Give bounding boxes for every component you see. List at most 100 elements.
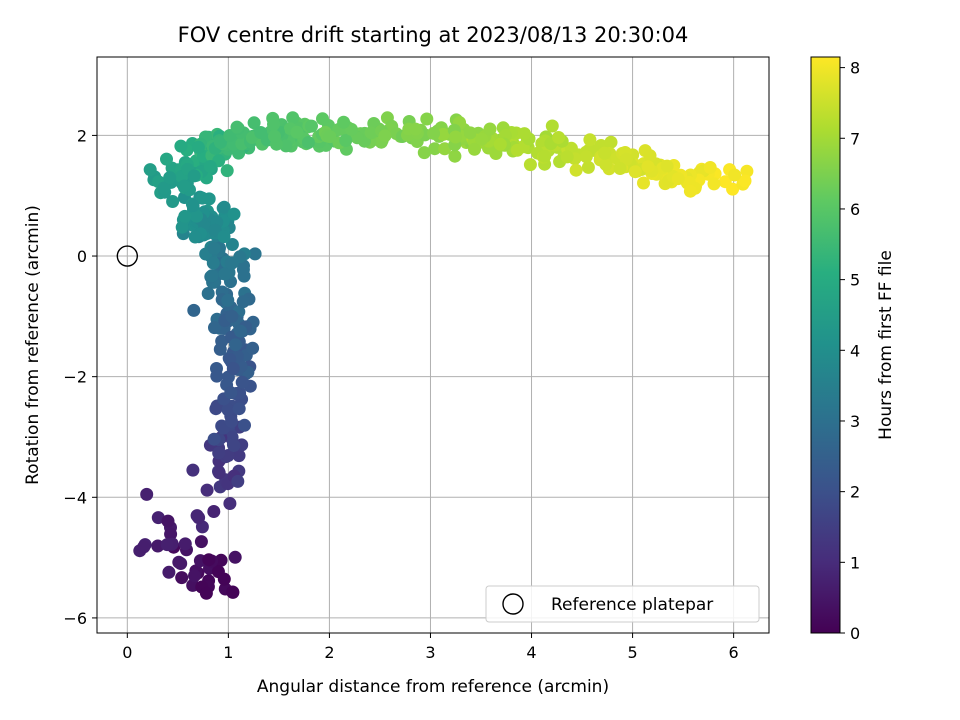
scatter-point — [157, 181, 171, 195]
scatter-point — [166, 195, 180, 208]
scatter-point — [177, 179, 191, 193]
scatter-point — [247, 116, 261, 130]
scatter-point — [163, 171, 177, 185]
scatter-point — [337, 115, 351, 129]
scatter-point — [643, 149, 657, 163]
scatter-point — [671, 172, 685, 186]
plot-frame — [96, 56, 770, 634]
scatter-point — [207, 505, 221, 518]
colorbar-tick-label: 4 — [850, 341, 860, 360]
scatter-point — [236, 295, 250, 309]
legend-label: Reference platepar — [551, 595, 713, 615]
scatter-point — [188, 569, 201, 583]
scatter-point — [174, 557, 188, 570]
scatter-point — [203, 160, 217, 173]
scatter-point — [427, 126, 441, 140]
scatter-point — [199, 586, 213, 600]
scatter-point — [229, 338, 242, 352]
scatter-point — [228, 550, 242, 564]
scatter-point — [420, 112, 434, 126]
scatter-point — [201, 287, 215, 300]
scatter-point — [409, 122, 423, 136]
scatter-point — [178, 209, 192, 223]
scatter-point — [483, 122, 497, 136]
scatter-point — [186, 199, 200, 212]
x-tick-label: 5 — [627, 643, 637, 662]
scatter-point — [246, 341, 260, 355]
scatter-point — [599, 157, 613, 171]
scatter-point — [202, 192, 216, 206]
scatter-point — [213, 135, 227, 149]
scatter-point — [523, 158, 537, 172]
scatter-point — [581, 160, 595, 174]
legend: Reference platepar — [485, 585, 760, 623]
scatter-point — [212, 446, 226, 460]
colorbar-gradient — [810, 56, 841, 634]
scatter-point — [190, 509, 204, 523]
x-tick-label: 1 — [223, 643, 233, 662]
scatter-point — [323, 130, 337, 144]
scatter-point — [438, 142, 452, 156]
scatter-point — [552, 131, 566, 144]
scatter-point — [538, 149, 552, 163]
scatter-point — [628, 165, 642, 179]
scatter-point — [545, 119, 559, 133]
x-tick-label: 4 — [526, 643, 536, 662]
scatter-point — [641, 160, 655, 174]
scatter-point — [235, 375, 249, 389]
scatter-point — [226, 585, 240, 599]
plot-area: 0 1 2 3 4 5 6 −6 −4 −2 0 2 — [63, 56, 770, 662]
colorbar-tick-label: 7 — [850, 129, 860, 148]
colorbar-tick-label: 6 — [850, 200, 860, 219]
scatter-point — [174, 139, 188, 153]
scatter-point — [683, 184, 697, 198]
scatter-point — [378, 129, 392, 143]
scatter-point — [305, 119, 318, 133]
scatter-point — [194, 535, 208, 549]
scatter-point — [225, 238, 239, 251]
scatter-point — [162, 565, 176, 579]
scatter-point — [301, 136, 315, 149]
scatter-point — [510, 143, 524, 157]
scatter-point — [463, 126, 477, 140]
scatter-point — [214, 553, 228, 567]
chart-title: FOV centre drift starting at 2023/08/13 … — [178, 23, 689, 47]
scatter-point — [232, 449, 246, 463]
scatter-point — [436, 127, 450, 141]
scatter-point — [417, 146, 431, 160]
scatter-point — [254, 126, 268, 139]
scatter-point — [225, 309, 239, 323]
scatter-point — [202, 553, 216, 567]
scatter-point — [137, 540, 151, 554]
scatter-point — [212, 466, 226, 480]
y-tick-label: 2 — [77, 126, 87, 145]
scatter-point — [234, 324, 248, 338]
scatter-point — [186, 463, 200, 477]
scatter-point — [220, 164, 234, 178]
x-tick-label: 3 — [425, 643, 435, 662]
scatter-point — [637, 176, 650, 190]
y-axis-label: Rotation from reference (arcmin) — [23, 205, 43, 485]
x-tick-label: 0 — [122, 643, 132, 662]
scatter-point — [143, 163, 157, 177]
scatter-point — [164, 527, 178, 541]
legend-marker — [502, 593, 524, 615]
scatter-point — [619, 152, 633, 166]
grid — [97, 57, 769, 633]
scatter-point — [190, 209, 204, 223]
colorbar-tick-label: 8 — [850, 59, 860, 78]
scatter-point — [475, 132, 489, 146]
x-axis-label: Angular distance from reference (arcmin) — [257, 677, 609, 697]
scatter-point — [493, 137, 507, 151]
scatter-point — [175, 571, 189, 585]
colorbar: 0 1 2 3 4 5 6 7 8 Hours from first FF file — [810, 56, 896, 643]
scatter-point — [268, 129, 281, 143]
scatter-point — [160, 538, 174, 552]
scatter-point — [210, 369, 224, 383]
scatter-point — [232, 402, 246, 416]
scatter-point — [207, 241, 221, 255]
scatter-point — [448, 149, 462, 163]
y-tick-label: −4 — [63, 488, 87, 507]
scatter-point — [248, 247, 262, 261]
scatter-point — [206, 256, 220, 270]
